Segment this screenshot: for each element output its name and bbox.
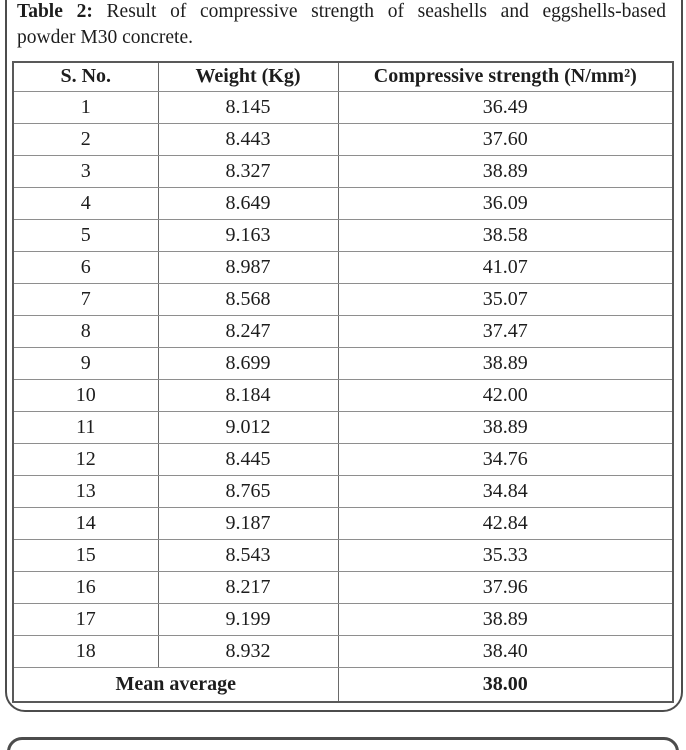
caption-line1-text: Result of compressive strength of seashe…: [92, 1, 666, 22]
cell-weight: 9.012: [157, 410, 339, 444]
table-row: 15 8.543 35.33: [12, 538, 674, 572]
mean-average-label: Mean average: [12, 666, 339, 703]
cell-strength: 37.60: [337, 122, 674, 156]
cell-weight: 8.568: [157, 282, 339, 316]
cell-strength: 38.89: [337, 410, 674, 444]
cell-weight: 9.199: [157, 602, 339, 636]
cell-weight: 8.443: [157, 122, 339, 156]
column-header-sno: S. No.: [12, 61, 159, 92]
cell-sno: 6: [12, 250, 159, 284]
cell-weight: 8.699: [157, 346, 339, 380]
table-row: 12 8.445 34.76: [12, 442, 674, 476]
cell-sno: 14: [12, 506, 159, 540]
table-row: 1 8.145 36.49: [12, 90, 674, 124]
cell-sno: 15: [12, 538, 159, 572]
cell-weight: 9.163: [157, 218, 339, 252]
cell-strength: 37.96: [337, 570, 674, 604]
cell-weight: 8.543: [157, 538, 339, 572]
cell-strength: 38.89: [337, 346, 674, 380]
cell-weight: 8.932: [157, 634, 339, 668]
cell-sno: 4: [12, 186, 159, 220]
table-row: 16 8.217 37.96: [12, 570, 674, 604]
table-row: 5 9.163 38.58: [12, 218, 674, 252]
cell-strength: 38.58: [337, 218, 674, 252]
cell-weight: 8.217: [157, 570, 339, 604]
cell-sno: 10: [12, 378, 159, 412]
cell-sno: 18: [12, 634, 159, 668]
column-header-weight: Weight (Kg): [157, 61, 339, 92]
table-row: 17 9.199 38.89: [12, 602, 674, 636]
cell-sno: 7: [12, 282, 159, 316]
cell-weight: 8.765: [157, 474, 339, 508]
table-row: 8 8.247 37.47: [12, 314, 674, 348]
cell-strength: 36.09: [337, 186, 674, 220]
cell-sno: 2: [12, 122, 159, 156]
cell-strength: 36.49: [337, 90, 674, 124]
table-row: 7 8.568 35.07: [12, 282, 674, 316]
table-footer: Mean average 38.00: [12, 666, 674, 703]
cell-weight: 8.327: [157, 154, 339, 188]
cell-strength: 35.33: [337, 538, 674, 572]
caption-line-1: Table 2: Result of compressive strength …: [17, 0, 666, 25]
cell-strength: 38.40: [337, 634, 674, 668]
table-row: 10 8.184 42.00: [12, 378, 674, 412]
cell-sno: 1: [12, 90, 159, 124]
table-row: 14 9.187 42.84: [12, 506, 674, 540]
cell-sno: 12: [12, 442, 159, 476]
cell-sno: 3: [12, 154, 159, 188]
cell-weight: 8.184: [157, 378, 339, 412]
mean-average-value: 38.00: [337, 666, 674, 703]
cell-sno: 13: [12, 474, 159, 508]
table-row: 6 8.987 41.07: [12, 250, 674, 284]
table-header: S. No. Weight (Kg) Compressive strength …: [12, 61, 674, 92]
cell-strength: 38.89: [337, 602, 674, 636]
cell-weight: 9.187: [157, 506, 339, 540]
cell-weight: 8.987: [157, 250, 339, 284]
table-caption: Table 2: Result of compressive strength …: [17, 0, 666, 51]
table-row: 11 9.012 38.89: [12, 410, 674, 444]
mean-average-row: Mean average 38.00: [12, 666, 674, 703]
cell-strength: 38.89: [337, 154, 674, 188]
cell-sno: 8: [12, 314, 159, 348]
caption-line-2: powder M30 concrete.: [17, 27, 193, 48]
table-row: 13 8.765 34.84: [12, 474, 674, 508]
table-row: 3 8.327 38.89: [12, 154, 674, 188]
header-row: S. No. Weight (Kg) Compressive strength …: [12, 61, 674, 92]
cell-strength: 41.07: [337, 250, 674, 284]
cell-strength: 34.84: [337, 474, 674, 508]
cell-sno: 16: [12, 570, 159, 604]
table-row: 18 8.932 38.40: [12, 634, 674, 668]
cell-sno: 17: [12, 602, 159, 636]
caption-label: Table 2:: [17, 1, 93, 22]
cell-sno: 5: [12, 218, 159, 252]
table-row: 9 8.699 38.89: [12, 346, 674, 380]
cell-weight: 8.145: [157, 90, 339, 124]
cell-weight: 8.649: [157, 186, 339, 220]
cell-weight: 8.445: [157, 442, 339, 476]
cell-strength: 37.47: [337, 314, 674, 348]
table-row: 4 8.649 36.09: [12, 186, 674, 220]
next-panel-top-edge: [7, 737, 679, 750]
table-body: 1 8.145 36.49 2 8.443 37.60 3 8.327 38.8…: [12, 90, 674, 668]
column-header-strength: Compressive strength (N/mm²): [337, 61, 674, 92]
results-table: S. No. Weight (Kg) Compressive strength …: [12, 61, 674, 703]
cell-sno: 11: [12, 410, 159, 444]
cell-strength: 42.84: [337, 506, 674, 540]
cell-strength: 42.00: [337, 378, 674, 412]
cell-weight: 8.247: [157, 314, 339, 348]
table-row: 2 8.443 37.60: [12, 122, 674, 156]
cell-strength: 34.76: [337, 442, 674, 476]
cell-strength: 35.07: [337, 282, 674, 316]
cell-sno: 9: [12, 346, 159, 380]
